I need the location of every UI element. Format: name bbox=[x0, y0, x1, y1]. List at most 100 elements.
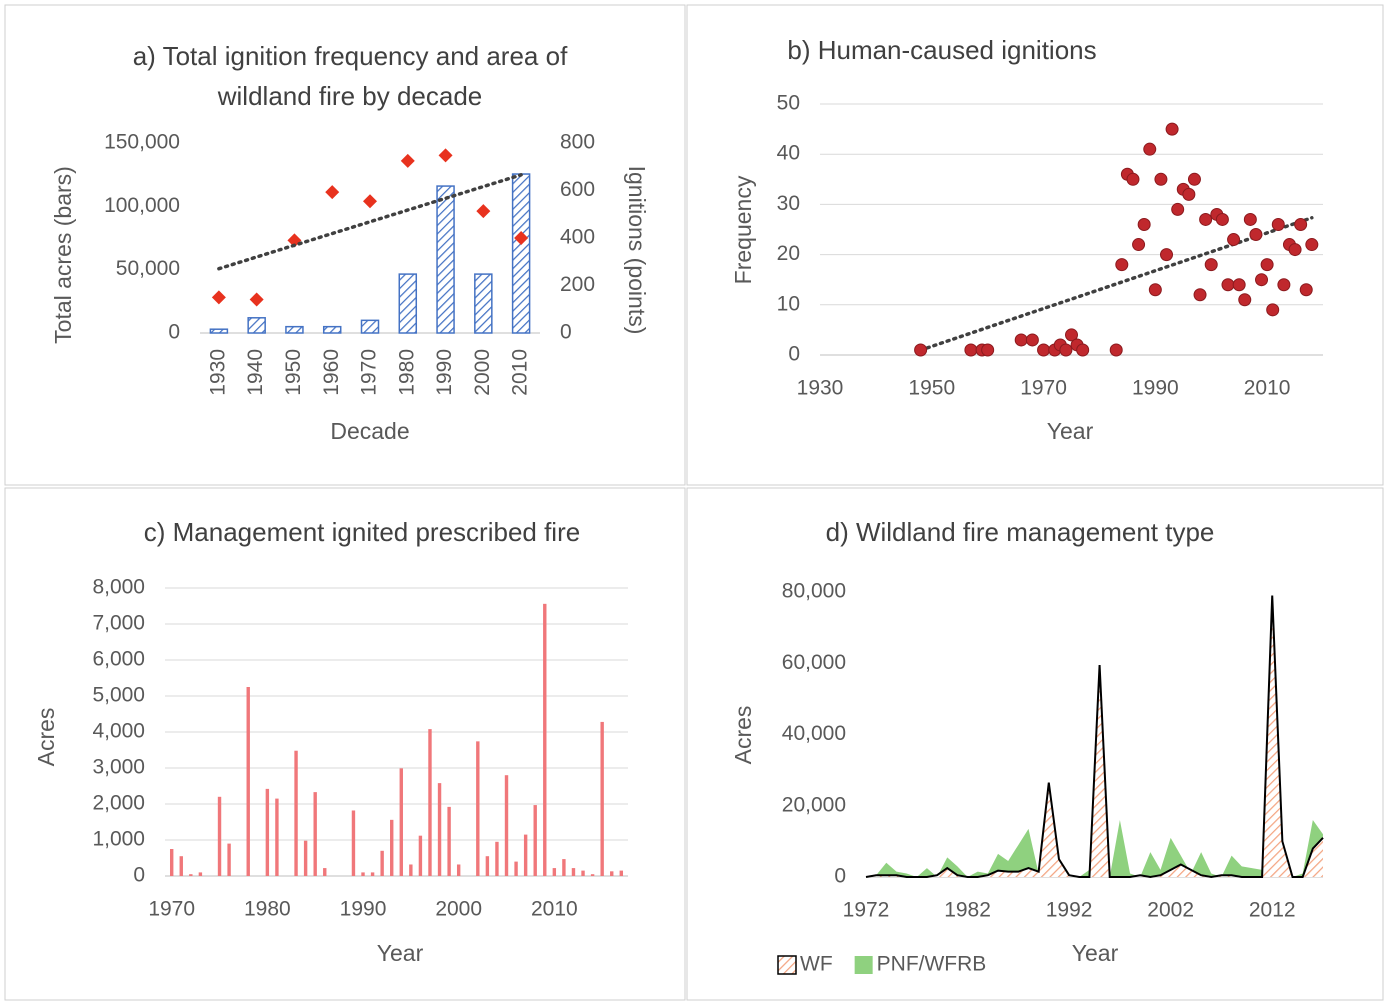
bar bbox=[511, 173, 531, 334]
bar bbox=[590, 874, 595, 876]
x-tick-label: 1970 bbox=[148, 898, 195, 921]
y-tick-label: 0 bbox=[168, 321, 180, 344]
y-tick-label: 5,000 bbox=[92, 684, 145, 707]
y2-tick-label: 800 bbox=[560, 131, 595, 154]
y-tick-label: 0 bbox=[834, 865, 846, 888]
legend-swatch bbox=[854, 956, 873, 974]
x-tick-label: 2010 bbox=[509, 349, 532, 396]
bar bbox=[398, 273, 418, 334]
y-axis-title: Acres bbox=[33, 708, 59, 767]
bar bbox=[189, 874, 193, 876]
bar bbox=[552, 868, 557, 876]
point bbox=[964, 343, 978, 357]
x-tick-label: 1930 bbox=[797, 377, 844, 400]
point bbox=[400, 153, 415, 168]
x-tick-label: 1972 bbox=[843, 899, 890, 922]
point bbox=[1199, 212, 1213, 226]
point bbox=[1165, 122, 1179, 136]
point bbox=[1025, 333, 1039, 347]
bar bbox=[474, 273, 493, 334]
y-tick-label: 2,000 bbox=[92, 792, 145, 815]
y-tick-label: 50,000 bbox=[116, 257, 180, 280]
point bbox=[438, 148, 453, 163]
y2-axis-title: Ignitions (points) bbox=[624, 166, 650, 335]
bar bbox=[571, 868, 576, 876]
bar bbox=[275, 798, 279, 876]
point bbox=[1182, 187, 1196, 201]
y-tick-label: 40 bbox=[777, 142, 800, 165]
y-tick-label: 80,000 bbox=[782, 580, 846, 603]
y-tick-label: 3,000 bbox=[92, 756, 145, 779]
point bbox=[1059, 343, 1073, 357]
point bbox=[1126, 172, 1140, 186]
y-tick-label: 20,000 bbox=[782, 793, 846, 816]
y2-tick-label: 200 bbox=[560, 273, 595, 296]
x-tick-label: 2002 bbox=[1147, 899, 1194, 922]
point bbox=[211, 290, 226, 305]
point bbox=[1187, 172, 1201, 186]
bar bbox=[294, 750, 298, 876]
point bbox=[1277, 278, 1291, 292]
x-tick-label: 1990 bbox=[433, 349, 456, 396]
x-tick-label: 1992 bbox=[1046, 899, 1093, 922]
point bbox=[1109, 343, 1123, 357]
point bbox=[1288, 243, 1302, 257]
y-axis-title: Acres bbox=[730, 706, 756, 765]
x-axis-title: Decade bbox=[330, 418, 409, 444]
bar bbox=[265, 788, 270, 876]
point bbox=[514, 231, 529, 245]
bar bbox=[514, 861, 518, 876]
bar bbox=[351, 810, 356, 876]
point bbox=[1065, 328, 1078, 342]
point bbox=[1137, 217, 1151, 231]
point bbox=[1294, 217, 1308, 231]
y-tick-label: 50 bbox=[777, 92, 800, 115]
bar bbox=[303, 840, 308, 876]
point bbox=[1243, 212, 1257, 226]
bar bbox=[217, 796, 222, 876]
point bbox=[1115, 258, 1129, 272]
bar bbox=[169, 849, 174, 876]
point bbox=[1014, 333, 1028, 347]
point bbox=[1171, 202, 1185, 216]
point bbox=[1271, 217, 1285, 231]
bar bbox=[437, 783, 442, 876]
y-tick-label: 150,000 bbox=[104, 131, 180, 154]
y2-tick-label: 600 bbox=[560, 178, 595, 201]
x-tick-label: 1990 bbox=[1132, 377, 1179, 400]
point bbox=[914, 343, 928, 357]
x-axis-title: Year bbox=[1047, 418, 1094, 444]
bar bbox=[533, 805, 537, 876]
x-tick-label: 2000 bbox=[435, 898, 482, 921]
point bbox=[1076, 343, 1090, 357]
x-tick-label: 1950 bbox=[908, 377, 955, 400]
y-tick-label: 40,000 bbox=[782, 722, 846, 745]
y-axis-title: Frequency bbox=[730, 175, 756, 284]
bar bbox=[428, 729, 432, 876]
point bbox=[1255, 273, 1269, 287]
bar bbox=[447, 806, 451, 876]
x-tick-label: 1950 bbox=[282, 349, 305, 396]
point bbox=[1232, 278, 1246, 292]
point bbox=[1193, 288, 1207, 302]
x-tick-label: 1960 bbox=[320, 349, 343, 396]
panel-border bbox=[4, 487, 686, 1001]
x-tick-label: 1982 bbox=[944, 899, 991, 922]
point bbox=[1227, 233, 1241, 247]
y2-tick-label: 0 bbox=[560, 321, 572, 344]
bar bbox=[179, 856, 183, 876]
panel-border bbox=[686, 487, 1384, 1001]
y-tick-label: 100,000 bbox=[104, 194, 180, 217]
x-tick-label: 1970 bbox=[1020, 377, 1067, 400]
x-tick-label: 1970 bbox=[358, 349, 381, 396]
legend-swatch bbox=[777, 955, 797, 975]
point bbox=[1204, 258, 1218, 272]
bar bbox=[436, 185, 455, 334]
point bbox=[1221, 278, 1235, 292]
point bbox=[1299, 283, 1313, 297]
y-tick-label: 7,000 bbox=[92, 612, 145, 635]
bar bbox=[322, 325, 342, 334]
bar bbox=[247, 317, 266, 334]
point bbox=[1215, 212, 1229, 226]
y-tick-label: 30 bbox=[777, 192, 800, 215]
